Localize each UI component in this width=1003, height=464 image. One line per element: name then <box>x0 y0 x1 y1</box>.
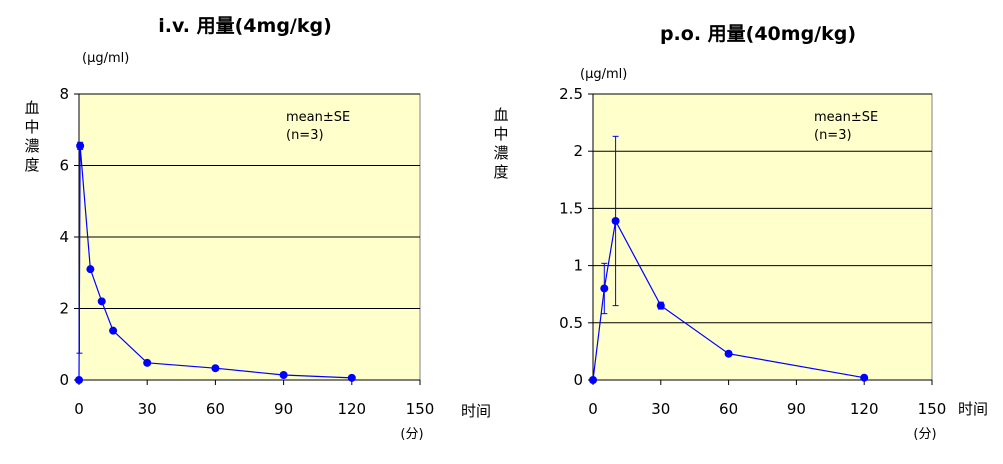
x-unit-label: (分) <box>913 427 936 442</box>
y-axis-label-char: 濃 <box>24 137 39 155</box>
y-tick-label: 1 <box>573 257 583 275</box>
x-axis-label: 时间 <box>958 400 988 418</box>
y-axis-label-char: 濃 <box>493 144 508 162</box>
y-tick-label: 8 <box>59 85 69 103</box>
data-point <box>589 376 597 384</box>
y-tick-label: 2.5 <box>559 85 583 103</box>
x-tick-label: 90 <box>787 400 806 418</box>
x-tick-label: 120 <box>337 400 366 418</box>
data-point <box>611 216 620 225</box>
x-tick-label: 30 <box>651 400 670 418</box>
data-point <box>143 358 152 367</box>
y-axis-label-char: 血 <box>24 99 39 117</box>
x-tick-label: 90 <box>274 400 293 418</box>
data-point <box>109 326 118 335</box>
y-tick-label: 4 <box>59 228 69 246</box>
y-axis-label-char: 度 <box>493 163 508 181</box>
x-tick-label: 0 <box>74 400 84 418</box>
y-tick-label: 0 <box>573 371 583 389</box>
y-tick-label: 2 <box>573 142 583 160</box>
data-point <box>860 373 869 382</box>
plot-area <box>592 93 933 381</box>
y-tick-label: 6 <box>59 157 69 175</box>
data-point <box>724 349 733 358</box>
x-tick-label: 150 <box>918 400 947 418</box>
annotation-text: (n=3) <box>286 128 324 143</box>
y-tick-label: 1.5 <box>559 199 583 217</box>
y-axis-label-char: 度 <box>24 156 39 174</box>
data-point <box>75 376 83 384</box>
data-point <box>76 141 85 150</box>
y-unit-label: (μg/ml) <box>580 67 627 82</box>
y-axis-label-char: 血 <box>493 106 508 124</box>
data-point <box>600 284 609 293</box>
x-unit-label: (分) <box>400 427 423 442</box>
chart-title: p.o. 用量(40mg/kg) <box>660 23 856 45</box>
x-tick-label: 120 <box>850 400 879 418</box>
x-tick-label: 30 <box>138 400 157 418</box>
data-point <box>656 301 665 310</box>
x-tick-label: 60 <box>719 400 738 418</box>
y-tick-label: 0.5 <box>559 314 583 332</box>
x-tick-label: 150 <box>406 400 435 418</box>
x-tick-label: 0 <box>588 400 598 418</box>
annotation-text: mean±SE <box>286 110 350 125</box>
data-point <box>347 373 356 382</box>
x-tick-label: 60 <box>206 400 225 418</box>
y-axis-label-char: 中 <box>24 118 39 136</box>
chart-title: i.v. 用量(4mg/kg) <box>158 15 332 37</box>
chart-2: 0 0.5 1 1.5 2 2.5 0 30 60 90 120 150 p.o. 用量(40mg/kg… <box>493 23 988 442</box>
data-point <box>279 370 288 379</box>
x-axis-label: 时间 <box>461 402 491 420</box>
y-unit-label: (μg/ml) <box>82 51 129 66</box>
y-tick-label: 0 <box>59 371 69 389</box>
data-point <box>97 297 106 306</box>
data-point <box>86 265 95 274</box>
annotation-text: (n=3) <box>814 128 852 143</box>
y-axis-label-char: 中 <box>493 125 508 143</box>
annotation-text: mean±SE <box>814 110 878 125</box>
data-point <box>211 364 220 373</box>
y-tick-label: 2 <box>59 300 69 318</box>
chart-1: 0 2 4 6 8 0 30 60 90 120 150 i.v. 用量(4mg/kg) (μg/ml)… <box>24 15 491 442</box>
series-line <box>592 219 865 381</box>
